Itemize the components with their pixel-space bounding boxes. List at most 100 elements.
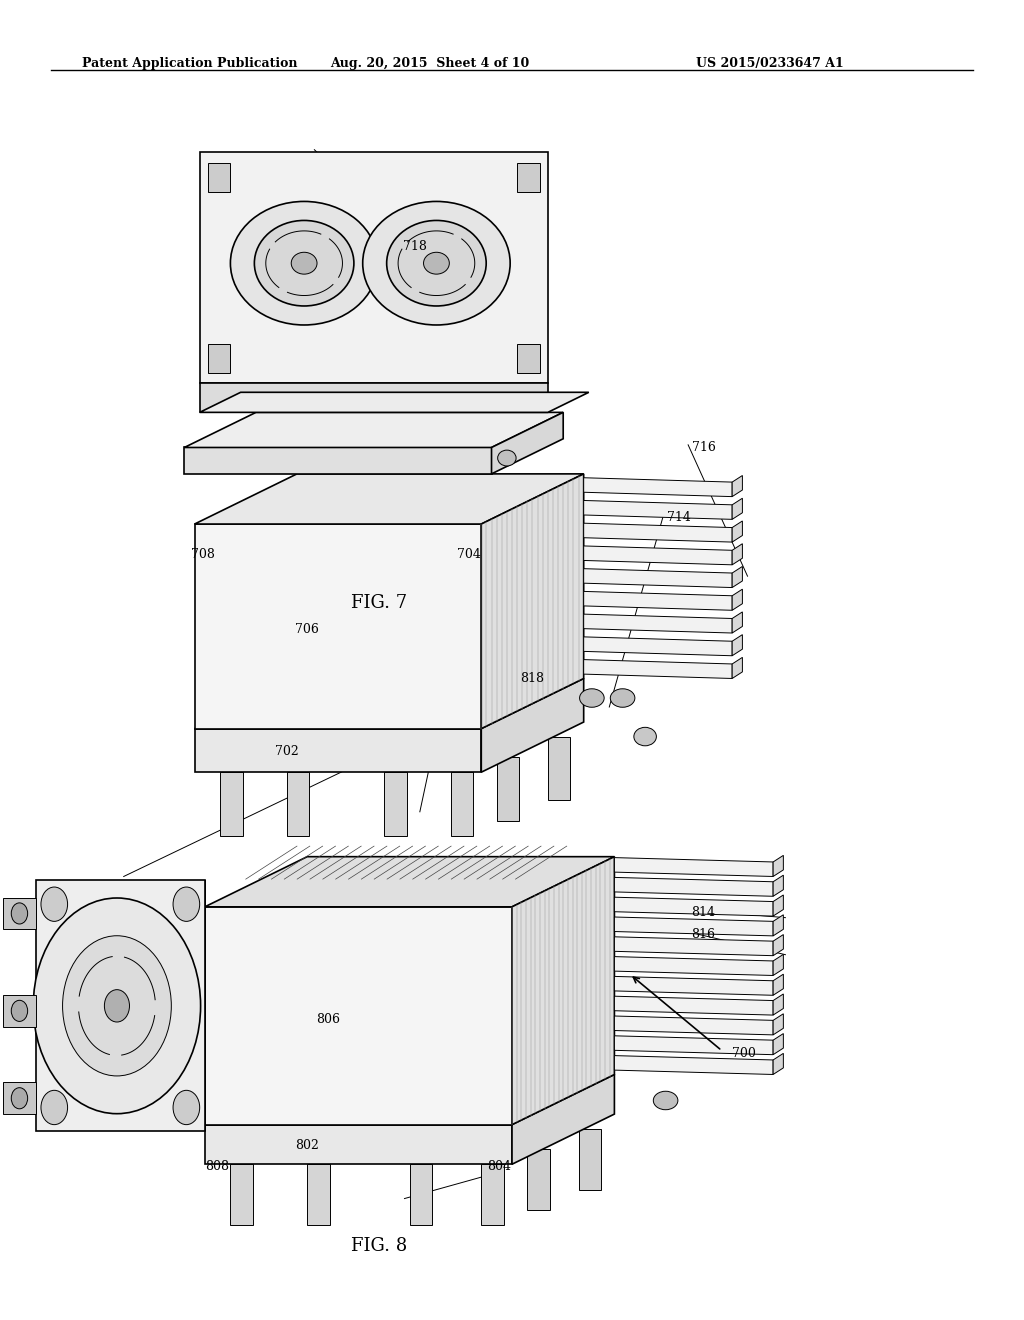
Ellipse shape (362, 202, 510, 325)
Polygon shape (773, 1034, 783, 1055)
Text: 706: 706 (295, 623, 319, 636)
Polygon shape (195, 729, 481, 772)
Text: 704: 704 (457, 548, 481, 561)
Polygon shape (732, 498, 742, 519)
Circle shape (41, 887, 68, 921)
Circle shape (173, 887, 200, 921)
Polygon shape (732, 612, 742, 634)
Polygon shape (266, 383, 283, 412)
Polygon shape (732, 635, 742, 656)
Polygon shape (3, 898, 36, 929)
Polygon shape (773, 875, 783, 896)
Text: 714: 714 (667, 511, 690, 524)
Polygon shape (184, 412, 563, 447)
Circle shape (11, 903, 28, 924)
Ellipse shape (230, 202, 378, 325)
Polygon shape (584, 591, 732, 610)
Ellipse shape (610, 689, 635, 708)
Polygon shape (732, 657, 742, 678)
Polygon shape (732, 566, 742, 587)
Polygon shape (481, 1164, 504, 1225)
Polygon shape (287, 772, 309, 836)
Circle shape (41, 1090, 68, 1125)
Circle shape (34, 898, 201, 1114)
Polygon shape (584, 500, 732, 519)
Polygon shape (410, 1164, 432, 1225)
Text: 802: 802 (295, 1139, 319, 1152)
Circle shape (11, 1001, 28, 1022)
Polygon shape (584, 546, 732, 565)
Polygon shape (548, 737, 570, 800)
Polygon shape (205, 857, 614, 907)
Text: 804: 804 (486, 1160, 511, 1173)
Polygon shape (773, 915, 783, 936)
Polygon shape (195, 474, 584, 524)
Polygon shape (584, 569, 732, 587)
Ellipse shape (498, 450, 516, 466)
Polygon shape (614, 858, 773, 876)
Text: 718: 718 (402, 240, 427, 253)
Text: 806: 806 (315, 1012, 340, 1026)
Text: FIG. 8: FIG. 8 (351, 1237, 407, 1255)
Polygon shape (614, 1036, 773, 1055)
Polygon shape (773, 994, 783, 1015)
Polygon shape (220, 772, 243, 836)
Polygon shape (773, 935, 783, 956)
Polygon shape (195, 678, 584, 729)
Polygon shape (773, 1053, 783, 1074)
Polygon shape (3, 1082, 36, 1114)
Polygon shape (512, 1074, 614, 1164)
Polygon shape (732, 521, 742, 543)
Polygon shape (420, 383, 436, 412)
Polygon shape (527, 1150, 550, 1210)
Polygon shape (614, 957, 773, 975)
Polygon shape (614, 997, 773, 1015)
Circle shape (104, 990, 129, 1022)
Text: 716: 716 (692, 441, 716, 454)
Polygon shape (512, 857, 614, 1125)
Ellipse shape (580, 689, 604, 708)
Polygon shape (184, 447, 492, 474)
Polygon shape (497, 758, 519, 821)
Polygon shape (195, 524, 481, 729)
Polygon shape (36, 880, 205, 1131)
Polygon shape (732, 475, 742, 496)
Polygon shape (614, 937, 773, 956)
Polygon shape (773, 954, 783, 975)
Text: 808: 808 (205, 1160, 229, 1173)
Polygon shape (732, 544, 742, 565)
Circle shape (173, 1090, 200, 1125)
Polygon shape (773, 974, 783, 995)
Text: Patent Application Publication: Patent Application Publication (82, 57, 297, 70)
Polygon shape (205, 907, 512, 1125)
Polygon shape (773, 1014, 783, 1035)
Text: 818: 818 (520, 672, 544, 685)
Bar (208, 162, 230, 191)
Polygon shape (307, 1164, 330, 1225)
Text: 702: 702 (274, 744, 299, 758)
Polygon shape (579, 1129, 601, 1189)
Ellipse shape (634, 727, 656, 746)
Polygon shape (732, 589, 742, 610)
Polygon shape (200, 383, 548, 412)
Polygon shape (481, 474, 584, 729)
Polygon shape (200, 152, 548, 383)
Polygon shape (3, 995, 36, 1027)
Polygon shape (614, 1056, 773, 1074)
Polygon shape (614, 917, 773, 936)
Ellipse shape (653, 1092, 678, 1110)
Text: 814: 814 (691, 906, 715, 919)
Text: 816: 816 (691, 928, 715, 941)
Circle shape (62, 936, 171, 1076)
Text: 700: 700 (732, 1047, 756, 1060)
Polygon shape (481, 678, 584, 772)
Text: 708: 708 (190, 548, 215, 561)
Polygon shape (451, 772, 473, 836)
Polygon shape (614, 1016, 773, 1035)
Text: US 2015/0233647 A1: US 2015/0233647 A1 (696, 57, 844, 70)
Bar (208, 343, 230, 372)
Polygon shape (584, 660, 732, 678)
Polygon shape (614, 878, 773, 896)
Polygon shape (230, 1164, 253, 1225)
Polygon shape (773, 855, 783, 876)
